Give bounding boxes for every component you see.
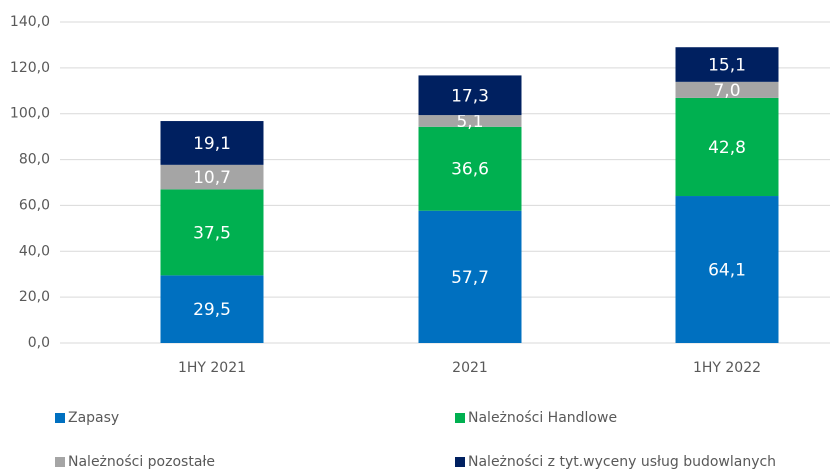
legend-label: Należności pozostałe [68, 454, 215, 470]
legend-swatch [55, 413, 65, 423]
value-label: 17,3 [451, 86, 489, 106]
legend-label: Należności z tyt.wyceny usług budowlanyc… [468, 454, 776, 470]
value-label: 10,7 [193, 168, 231, 188]
legend-label: Należności Handlowe [468, 410, 617, 426]
y-tick-label: 0,0 [28, 335, 50, 351]
legend-label: Zapasy [68, 410, 119, 426]
bar-segment [160, 189, 264, 276]
value-label: 5,1 [456, 112, 483, 132]
bar-segment [675, 196, 779, 343]
value-label: 19,1 [193, 134, 231, 154]
value-label: 64,1 [708, 261, 746, 281]
x-tick-label: 2021 [452, 360, 488, 376]
x-tick-label: 1HY 2021 [178, 360, 246, 376]
value-label: 7,0 [713, 81, 740, 101]
x-tick-label: 1HY 2022 [693, 360, 761, 376]
bar-segment [160, 275, 264, 343]
bar-segment [418, 115, 522, 127]
bar-segment [418, 210, 522, 343]
value-label: 37,5 [193, 223, 231, 243]
legend-swatch [455, 413, 465, 423]
bar-segment [675, 47, 779, 82]
bar-segment [160, 121, 264, 165]
y-tick-label: 140,0 [10, 14, 50, 30]
value-label: 36,6 [451, 160, 489, 180]
value-label: 15,1 [708, 56, 746, 76]
y-tick-label: 60,0 [19, 197, 50, 213]
value-label: 42,8 [708, 138, 746, 158]
bar-segment [418, 75, 522, 116]
bar-segment [675, 97, 779, 197]
y-tick-label: 80,0 [19, 152, 50, 168]
value-label: 57,7 [451, 268, 489, 288]
y-tick-label: 120,0 [10, 60, 50, 76]
y-tick-label: 100,0 [10, 106, 50, 122]
value-label: 29,5 [193, 300, 231, 320]
legend-swatch [455, 457, 465, 467]
bar-segment [418, 126, 522, 211]
legend-swatch [55, 457, 65, 467]
y-tick-label: 40,0 [19, 243, 50, 259]
bar-segment [160, 164, 264, 190]
bar-segment [675, 81, 779, 98]
y-tick-label: 20,0 [19, 289, 50, 305]
